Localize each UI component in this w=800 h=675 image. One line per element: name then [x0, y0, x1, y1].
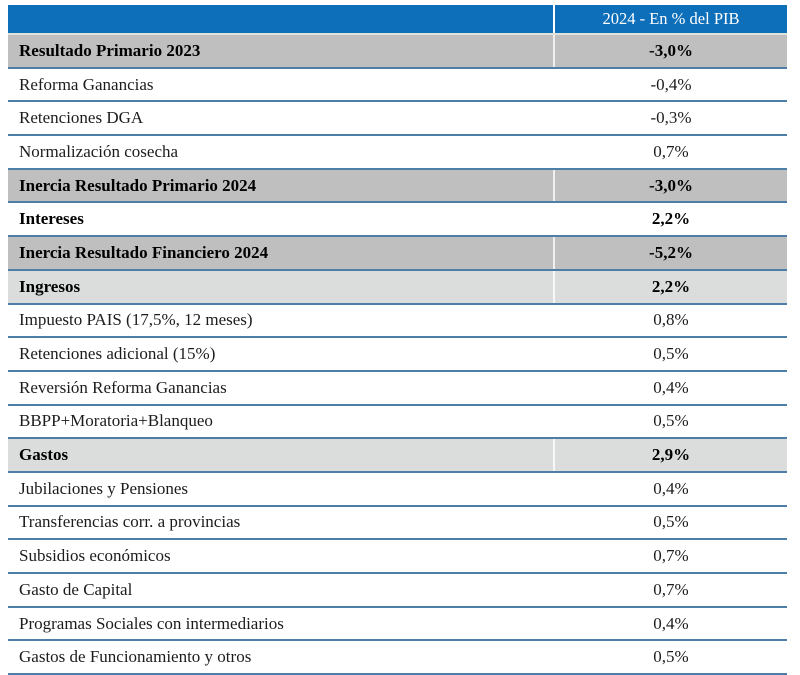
row-label: Gasto de Capital — [19, 579, 133, 599]
row-value: 0,5% — [553, 405, 787, 438]
table-rows: Resultado Primario 2023 -3,0% Reforma Gana… — [8, 35, 787, 675]
row-label: Inercia Resultado Primario 2024 — [19, 175, 257, 195]
row-value: 2,2% — [553, 270, 787, 303]
table-row: Programas Sociales con intermediarios 0,4… — [8, 607, 787, 642]
header-label-cell — [8, 5, 553, 33]
row-value: -3,0% — [553, 169, 787, 202]
row-label: Intereses — [19, 209, 84, 229]
row-value: 0,8% — [553, 304, 787, 337]
row-value: 0,5% — [553, 506, 787, 539]
row-value: -3,0% — [553, 35, 787, 67]
header-value-cell: 2024 - En % del PIB — [553, 5, 787, 33]
row-value: 0,4% — [553, 472, 787, 505]
row-value: 2,9% — [553, 439, 787, 471]
table-header-row: 2024 - En % del PIB — [8, 5, 787, 35]
row-label: Subsidios económicos — [19, 546, 171, 566]
row-label: Inercia Resultado Financiero 2024 — [19, 242, 269, 262]
row-label: Programas Sociales con intermediarios — [19, 613, 284, 633]
table-row: Gastos de Funcionamiento y otros 0,5% — [8, 641, 787, 675]
row-label: Normalización cosecha — [19, 141, 179, 161]
row-label: Ingresos — [19, 276, 81, 296]
table-row: Gasto de Capital 0,7% — [8, 574, 787, 608]
table-row: Retenciones adicional (15%) 0,5% — [8, 338, 787, 372]
row-label: Reversión Reforma Ganancias — [19, 377, 227, 397]
row-value: 0,7% — [553, 540, 787, 572]
row-label: Gastos — [19, 445, 69, 465]
table-row: Impuesto PAIS (17,5%, 12 meses) 0,8% — [8, 304, 787, 339]
table-row: Inercia Resultado Financiero 2024 -5,2% — [8, 237, 787, 271]
row-value: 0,4% — [553, 371, 787, 404]
row-label: Retenciones adicional (15%) — [19, 344, 216, 364]
row-label: Transferencias corr. a provincias — [19, 512, 241, 532]
table-row: Resultado Primario 2023 -3,0% — [8, 35, 787, 69]
table-row: Ingresos 2,2% — [8, 270, 787, 305]
row-value: 0,7% — [553, 574, 787, 606]
table-row: Normalización cosecha 0,7% — [8, 136, 787, 170]
table-row: Inercia Resultado Primario 2024 -3,0% — [8, 169, 787, 204]
table-row: Transferencias corr. a provincias 0,5% — [8, 506, 787, 541]
table-row: BBPP+Moratoria+Blanqueo 0,5% — [8, 405, 787, 440]
fiscal-table: 2024 - En % del PIB Resultado Primario 2… — [8, 5, 787, 675]
table-row: Gastos 2,9% — [8, 439, 787, 473]
table-row: Subsidios económicos 0,7% — [8, 540, 787, 574]
row-value: 0,4% — [553, 607, 787, 640]
table-row: Jubilaciones y Pensiones 0,4% — [8, 472, 787, 507]
row-label: Retenciones DGA — [19, 108, 144, 128]
row-label: Impuesto PAIS (17,5%, 12 meses) — [19, 310, 253, 330]
table-row: Reversión Reforma Ganancias 0,4% — [8, 371, 787, 406]
table-row: Reforma Ganancias -0,4% — [8, 68, 787, 103]
row-label: Gastos de Funcionamiento y otros — [19, 647, 252, 667]
row-value: 2,2% — [553, 203, 787, 236]
row-value: -5,2% — [553, 237, 787, 269]
row-label: BBPP+Moratoria+Blanqueo — [19, 411, 213, 431]
row-label: Reforma Ganancias — [19, 74, 154, 94]
row-value: -0,3% — [553, 102, 787, 135]
row-value: -0,4% — [553, 68, 787, 101]
row-value: 0,5% — [553, 338, 787, 370]
row-value: 0,7% — [553, 136, 787, 168]
row-label: Jubilaciones y Pensiones — [19, 478, 189, 498]
table-row: Retenciones DGA -0,3% — [8, 102, 787, 137]
table-row: Intereses 2,2% — [8, 203, 787, 238]
row-label: Resultado Primario 2023 — [19, 40, 201, 60]
row-value: 0,5% — [553, 641, 787, 674]
